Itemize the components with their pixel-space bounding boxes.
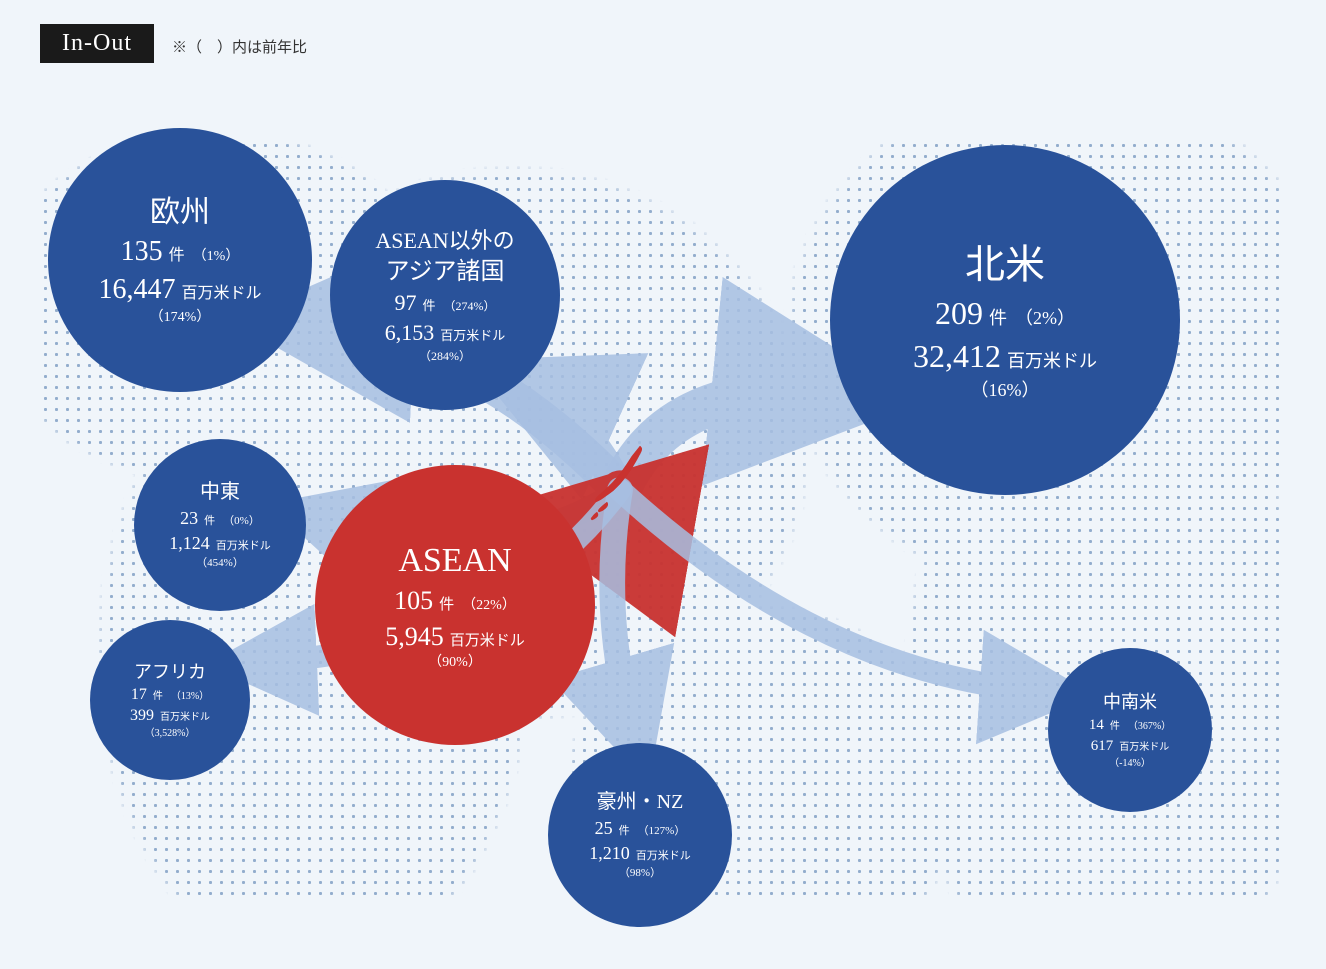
bubble-title-2: アジア諸国 [385,256,504,288]
region-bubble-asean: ASEAN 105 件 （22%） 5,945 百万米ドル （90%） [315,465,595,745]
bubble-title: ASEAN以外の [375,226,514,256]
bubble-value-yoy: （98%） [619,866,661,881]
bubble-value: 16,447 百万米ドル [98,271,261,309]
region-bubble-north_america: 北米 209 件 （2%） 32,412 百万米ドル （16%） [830,145,1180,495]
bubble-value-yoy: （174%） [150,309,211,328]
region-bubble-middle_east: 中東 23 件 （0%） 1,124 百万米ドル （454%） [134,439,306,611]
infographic-stage: In-Out ※（ ）内は前年比 欧州 135 件 （1%） 16,447 [0,0,1326,969]
bubble-title: 中東 [200,479,240,506]
bubble-value: 617 百万米ドル [1091,735,1170,757]
bubble-title: ASEAN [398,538,511,584]
bubble-value-yoy: （3,528%） [145,727,196,741]
bubble-count: 23 件 （0%） [180,506,260,531]
bubble-value-yoy: （-14%） [1109,757,1151,771]
bubble-count: 135 件 （1%） [121,233,240,271]
bubble-value: 32,412 百万米ドル [913,335,1097,378]
in-out-badge: In-Out [40,24,154,63]
bubble-count: 105 件 （22%） [394,583,516,618]
bubble-value: 1,210 百万米ドル [589,841,691,866]
japan-icon [585,440,655,530]
bubble-value: 6,153 百万米ドル [385,318,506,348]
bubble-count: 209 件 （2%） [935,292,1075,335]
bubble-count: 25 件 （127%） [595,816,686,841]
bubble-value: 1,124 百万米ドル [169,531,271,556]
region-bubble-africa: アフリカ 17 件 （13%） 399 百万米ドル （3,528%） [90,620,250,780]
bubble-value-yoy: （90%） [428,654,482,673]
bubble-title: 北米 [965,238,1045,292]
bubble-title: 中南米 [1103,690,1157,714]
bubble-count: 17 件 （13%） [131,684,209,706]
region-bubble-asia_ex_asean: ASEAN以外の アジア諸国 97 件 （274%） 6,153 百万米ドル （… [330,180,560,410]
bubble-value: 5,945 百万米ドル [385,619,525,654]
bubble-value: 399 百万米ドル [130,705,210,727]
bubble-count: 97 件 （274%） [394,288,495,318]
region-bubble-europe: 欧州 135 件 （1%） 16,447 百万米ドル （174%） [48,128,312,392]
bubble-value-yoy: （454%） [196,556,244,571]
region-bubble-latin_america: 中南米 14 件 （367%） 617 百万米ドル （-14%） [1048,648,1212,812]
bubble-title: アフリカ [134,660,206,684]
footnote-yoy: ※（ ）内は前年比 [172,36,307,57]
region-bubble-aus_nz: 豪州・NZ 25 件 （127%） 1,210 百万米ドル （98%） [548,743,732,927]
bubble-value-yoy: （16%） [971,378,1040,402]
bubble-title: 豪州・NZ [597,789,684,816]
bubble-title: 欧州 [150,193,210,234]
bubble-count: 14 件 （367%） [1089,714,1171,736]
bubble-value-yoy: （284%） [419,348,471,364]
